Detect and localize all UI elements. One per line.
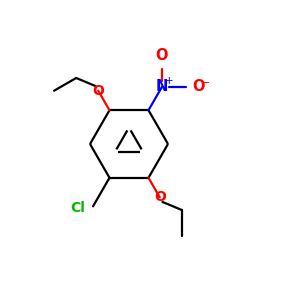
Text: −: − [201, 78, 210, 88]
Text: O: O [192, 79, 205, 94]
Text: O: O [92, 84, 104, 98]
Text: O: O [156, 48, 168, 63]
Text: N: N [156, 79, 168, 94]
Text: +: + [165, 76, 174, 86]
Text: Cl: Cl [70, 201, 86, 215]
Text: O: O [154, 190, 166, 204]
